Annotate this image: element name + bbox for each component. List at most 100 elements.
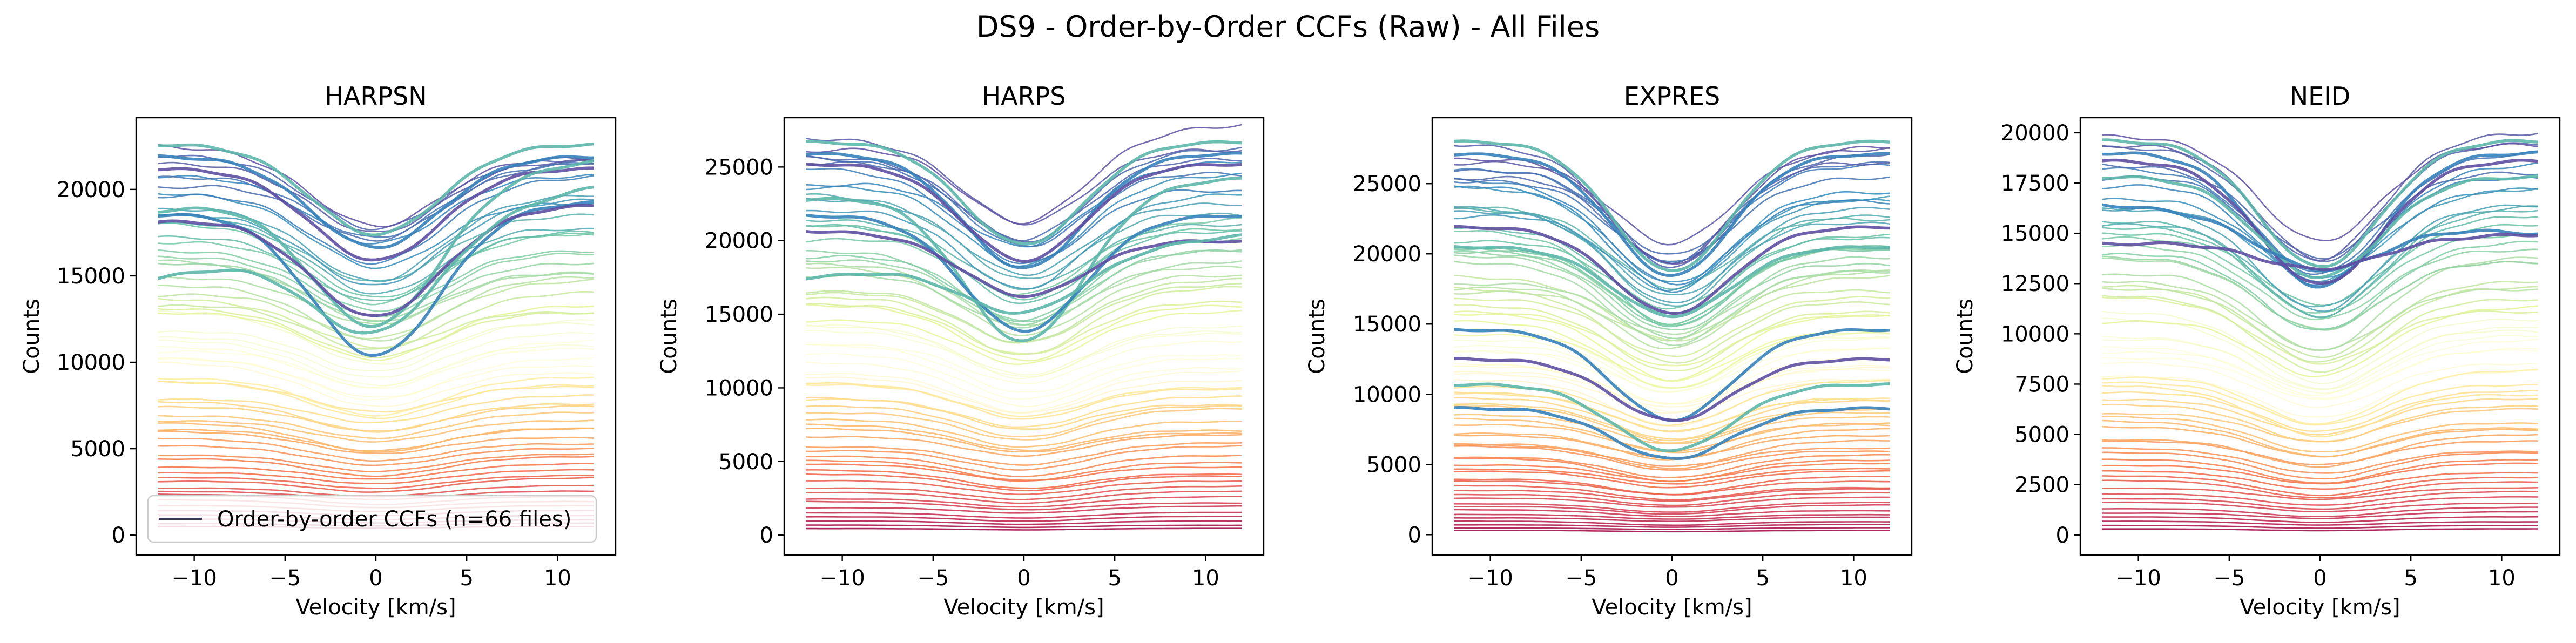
ccf-order-line [806, 524, 1242, 529]
ccf-order-line [806, 395, 1242, 428]
ccf-order-line [2102, 339, 2538, 396]
ccf-order-line [2102, 501, 2538, 512]
ccf-order-line [2102, 205, 2538, 308]
ccf-order-line [806, 505, 1242, 514]
ccf-order-line [2102, 490, 2538, 506]
ccf-order-line [158, 339, 594, 387]
ccf-order-line [2102, 447, 2538, 474]
ccf-order-line [806, 341, 1242, 384]
ccf-order-line [806, 408, 1242, 441]
ccf-order-line [158, 163, 594, 242]
ccf-order-line [2102, 348, 2538, 400]
ccf-order-line [2102, 209, 2538, 319]
ccf-order-line [806, 304, 1242, 362]
ccf-order-line [806, 445, 1242, 471]
ccf-highlight-line [1454, 382, 1890, 452]
ccf-order-line [1454, 527, 1890, 530]
ccf-order-line [806, 500, 1242, 511]
ccf-order-line [1454, 347, 1890, 404]
ccf-order-line [2102, 398, 2538, 436]
y-tick-label: 0 [760, 523, 773, 548]
ccf-order-line [2102, 346, 2538, 399]
y-tick-label: 7500 [2014, 372, 2069, 397]
ccf-order-line [1454, 496, 1890, 508]
ccf-highlight-line [1454, 152, 1890, 277]
ccf-order-line [158, 231, 594, 301]
ccf-order-line [2102, 506, 2538, 518]
ccf-order-line [1454, 373, 1890, 414]
ccf-order-line [806, 485, 1242, 500]
ccf-highlight-line [1454, 357, 1890, 422]
ccf-highlight-line [1454, 406, 1890, 460]
ccf-order-line [2102, 520, 2538, 526]
ccf-order-line [158, 271, 594, 325]
ccf-order-line [2102, 487, 2538, 500]
y-tick-label: 10000 [1353, 382, 1421, 407]
x-tick-label: 10 [1192, 566, 1219, 591]
ccf-order-line [1454, 502, 1890, 513]
y-tick-label: 5000 [718, 450, 773, 475]
ccf-highlight-line [158, 154, 594, 249]
ccf-order-line [806, 527, 1242, 531]
ccf-order-line [806, 382, 1242, 420]
ccf-order-line [1454, 153, 1890, 265]
panel-harps: HARPS −10 −5 0 5 10 0 5000 10000 15000 20000 25000 V… [657, 82, 1265, 620]
ccf-order-line [158, 276, 594, 342]
panel-title: HARPSN [325, 82, 427, 111]
ccf-order-line [806, 124, 1242, 225]
ccf-order-line [1454, 364, 1890, 405]
x-tick-label: −10 [171, 566, 217, 591]
ccf-highlight-line [158, 142, 594, 236]
x-tick-label: 0 [1665, 566, 1678, 591]
y-tick-label: 15000 [1353, 312, 1421, 337]
ccf-order-line [1454, 367, 1890, 408]
ccf-highlight-line [1454, 225, 1890, 315]
ccf-order-line [806, 434, 1242, 457]
ccf-order-line [2102, 390, 2538, 432]
ccf-lines [157, 142, 595, 529]
ccf-order-line [806, 225, 1242, 301]
ccf-order-line [158, 249, 594, 313]
y-axis-label: Counts [657, 299, 682, 374]
y-tick-label: 15000 [2001, 221, 2069, 246]
ccf-order-line [158, 162, 594, 238]
ccf-order-line [158, 194, 594, 282]
ccf-highlight-line [2102, 150, 2538, 289]
ccf-order-line [2102, 305, 2538, 378]
ccf-order-line [1454, 185, 1890, 293]
ccf-order-line [1454, 337, 1890, 394]
ccf-order-line [158, 290, 594, 350]
x-tick-label: −10 [2115, 566, 2161, 591]
ccf-order-line [1454, 530, 1890, 533]
ccf-highlight-line [2102, 174, 2538, 280]
ccf-order-line [1454, 513, 1890, 520]
ccf-order-line [806, 309, 1242, 366]
ccf-highlight-line [806, 177, 1242, 342]
panel-title: EXPRES [1624, 82, 1721, 111]
x-axis-label: Velocity [km/s] [1592, 595, 1752, 620]
ccf-lines [806, 124, 1242, 531]
ccf-order-line [806, 343, 1242, 393]
ccf-order-line [1454, 206, 1890, 303]
y-tick-label: 20000 [57, 178, 125, 202]
ccf-order-line [2102, 295, 2538, 373]
ccf-order-line [158, 445, 594, 466]
ccf-order-line [1454, 296, 1890, 357]
legend-box [147, 495, 597, 543]
ccf-order-line [158, 456, 594, 477]
y-tick-label: 10000 [705, 376, 773, 401]
ccf-order-line [1454, 261, 1890, 347]
ccf-order-line [158, 259, 594, 321]
x-tick-label: −5 [269, 566, 301, 591]
x-tick-label: 0 [1017, 566, 1030, 591]
x-tick-label: 5 [2404, 566, 2417, 591]
ccf-order-line [1454, 362, 1890, 412]
ccf-order-line [806, 219, 1242, 290]
ccf-order-line [158, 339, 594, 389]
ccf-order-line [158, 411, 594, 439]
ccf-order-line [806, 428, 1242, 452]
ccf-order-line [806, 442, 1242, 466]
ccf-order-line [2102, 281, 2538, 358]
ccf-order-line [806, 423, 1242, 451]
ccf-order-line [2102, 475, 2538, 497]
